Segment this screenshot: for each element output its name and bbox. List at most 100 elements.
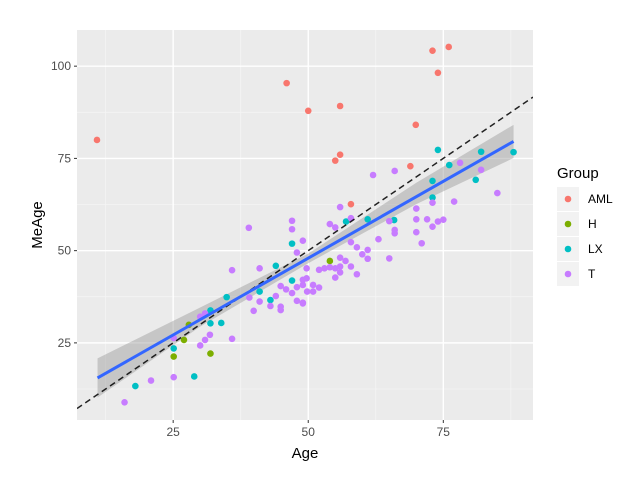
point-lx <box>472 176 480 184</box>
y-axis-label: MeAge <box>29 201 46 249</box>
point-t <box>299 237 307 244</box>
point-t <box>456 159 464 167</box>
point-h <box>180 336 188 344</box>
point-t <box>321 265 328 272</box>
point-t <box>429 223 436 230</box>
point-t <box>353 244 361 251</box>
point-t <box>375 235 382 243</box>
legend-label-t: T <box>588 267 596 281</box>
point-t <box>364 246 371 254</box>
point-t <box>201 336 209 344</box>
point-t <box>331 265 339 272</box>
legend-label-h: H <box>588 217 597 231</box>
point-t <box>385 217 393 225</box>
point-aml <box>304 107 312 115</box>
point-lx <box>445 161 453 169</box>
point-aml <box>407 162 414 170</box>
point-t <box>315 266 323 274</box>
point-lx <box>267 296 274 304</box>
point-t <box>331 274 339 281</box>
point-t <box>293 297 301 305</box>
point-t <box>170 373 178 381</box>
point-aml <box>93 136 101 144</box>
point-h <box>207 350 214 357</box>
data-points <box>93 43 517 406</box>
plot-layers <box>77 43 533 410</box>
point-t <box>228 335 236 343</box>
point-t <box>440 216 447 223</box>
point-t <box>336 254 344 261</box>
point-t <box>494 189 501 197</box>
regression-line <box>96 140 515 380</box>
point-t <box>358 251 366 258</box>
point-t <box>121 398 128 406</box>
point-h <box>170 353 178 360</box>
point-t <box>256 265 263 272</box>
point-lx <box>132 382 139 390</box>
point-t <box>336 203 344 211</box>
point-aml <box>445 43 453 51</box>
point-t <box>477 166 485 174</box>
point-t <box>336 269 344 276</box>
point-t <box>391 167 398 175</box>
y-tick-label: 100 <box>51 59 71 73</box>
x-tick-label: 75 <box>437 425 451 439</box>
axes: 25 50 75 25 50 75 100 <box>51 59 450 439</box>
point-t <box>293 283 301 291</box>
point-t <box>245 224 253 232</box>
point-t <box>326 263 334 271</box>
legend-marker-t <box>564 270 572 278</box>
legend-label-aml: AML <box>588 192 613 206</box>
point-t <box>147 377 155 384</box>
point-aml <box>347 200 355 208</box>
point-lx <box>288 240 296 247</box>
legend: Group AML H LX T <box>557 165 613 286</box>
point-t <box>303 288 311 295</box>
point-t <box>206 331 214 339</box>
point-t <box>434 218 442 225</box>
point-t <box>303 265 310 272</box>
point-t <box>282 286 290 293</box>
point-t <box>364 255 371 263</box>
point-t <box>288 217 296 225</box>
y-tick-label: 75 <box>58 151 72 165</box>
point-t <box>267 302 274 310</box>
point-t <box>228 266 236 274</box>
point-t <box>196 342 204 349</box>
point-lx <box>429 177 436 185</box>
point-t <box>326 220 334 228</box>
point-lx <box>256 288 263 295</box>
point-t <box>418 239 426 247</box>
point-t <box>412 228 420 236</box>
point-lx <box>510 148 517 156</box>
point-aml <box>331 157 339 164</box>
point-t <box>423 215 431 223</box>
point-aml <box>336 102 344 110</box>
point-t <box>309 288 317 295</box>
grid <box>77 30 533 420</box>
legend-marker-h <box>564 220 572 228</box>
x-axis-label: Age <box>292 445 319 462</box>
point-t <box>347 238 355 246</box>
point-t <box>277 306 284 314</box>
x-tick-label: 50 <box>302 425 316 439</box>
point-t <box>299 300 307 307</box>
point-lx <box>217 319 225 327</box>
point-t <box>331 224 339 231</box>
point-t <box>450 198 458 205</box>
point-t <box>353 270 361 278</box>
y-tick-label: 50 <box>58 244 72 258</box>
reference-line-y-equals-x <box>77 96 533 410</box>
point-t <box>272 292 280 300</box>
legend-marker-lx <box>564 245 572 253</box>
y-tick-label: 25 <box>58 336 72 350</box>
point-lx <box>272 262 280 270</box>
point-lx <box>288 277 296 284</box>
point-lx <box>429 194 436 201</box>
point-t <box>385 255 393 262</box>
point-lx <box>223 293 230 301</box>
point-lx <box>434 146 442 154</box>
point-t <box>293 249 301 256</box>
point-t <box>309 281 317 289</box>
